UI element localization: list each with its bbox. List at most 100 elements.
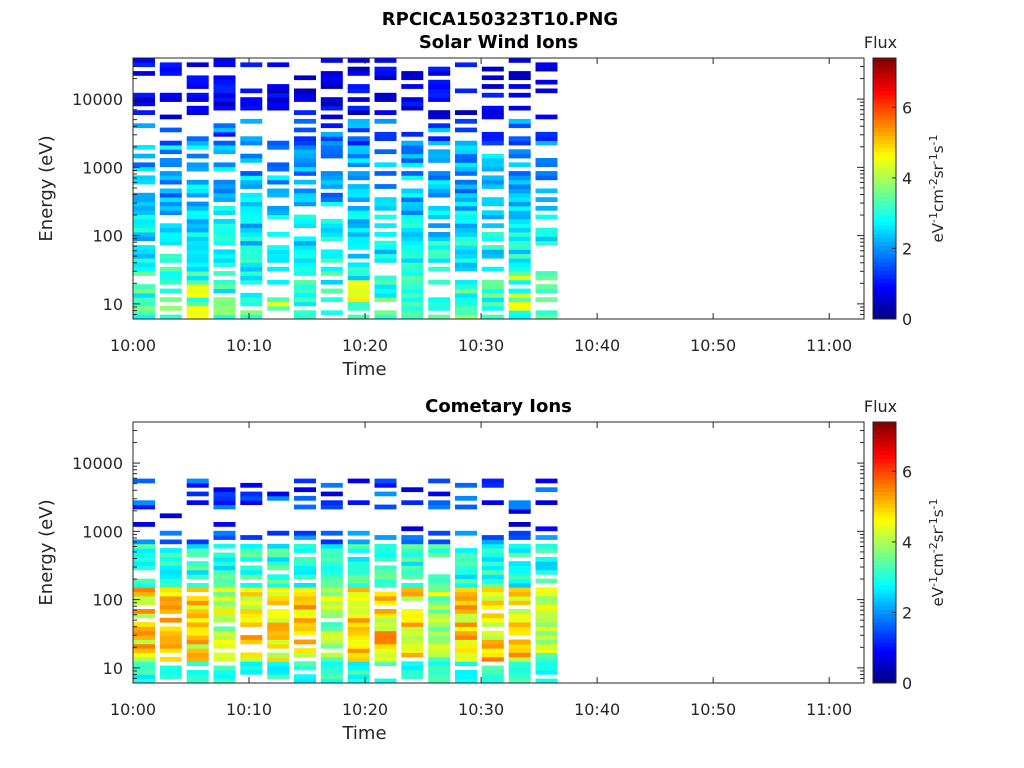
heatmap-cell (374, 569, 397, 575)
colorbar-swatch (873, 470, 896, 476)
heatmap-cell (428, 192, 451, 198)
heatmap-cell (428, 205, 451, 211)
heatmap-cell (133, 543, 155, 549)
colorbar-swatch (873, 625, 896, 631)
colorbar-swatch (873, 225, 896, 230)
heatmap-cell (481, 543, 504, 549)
heatmap-cell (133, 556, 155, 562)
heatmap-cell (455, 591, 477, 597)
heatmap-cell (186, 288, 209, 294)
heatmap-cell (213, 552, 236, 558)
heatmap-cell (401, 75, 424, 81)
heatmap-cell (455, 166, 477, 172)
heatmap-cell (481, 314, 504, 320)
heatmap-cell (508, 75, 531, 81)
heatmap-cell (267, 583, 290, 588)
heatmap-cell (186, 548, 209, 553)
heatmap-cell (240, 192, 263, 198)
heatmap-cell (240, 88, 263, 94)
heatmap-cell (374, 92, 397, 98)
heatmap-cell (428, 297, 451, 303)
heatmap-cell (133, 504, 155, 510)
colorbar-swatch (873, 605, 896, 611)
heatmap-cell (535, 114, 558, 120)
colorbar-swatch (873, 200, 896, 206)
heatmap-cell (240, 310, 263, 315)
heatmap-cell (347, 245, 370, 250)
heatmap-cell (374, 58, 397, 63)
heatmap-cell (347, 500, 370, 505)
heatmap-cell (535, 297, 558, 303)
colorbar-swatch (873, 556, 896, 562)
heatmap-cell (428, 175, 451, 181)
heatmap-cell (481, 84, 504, 89)
colorbar-swatch (873, 233, 896, 238)
heatmap-cell (508, 678, 531, 684)
heatmap-cell (374, 284, 397, 289)
heatmap-cell (240, 596, 263, 601)
heatmap-cell (347, 635, 370, 640)
heatmap-cell (428, 587, 451, 593)
heatmap-cell (213, 253, 236, 259)
heatmap-cell (186, 236, 209, 242)
colorbar-swatch (873, 544, 896, 549)
heatmap-cell (428, 630, 451, 636)
heatmap-cell (508, 271, 531, 276)
heatmap-cell (481, 678, 504, 684)
heatmap-cell (428, 171, 451, 176)
heatmap-cell (455, 179, 477, 185)
heatmap-cell (401, 171, 424, 176)
heatmap-cell (213, 188, 236, 194)
heatmap-cell (481, 253, 504, 259)
y-axis: 10 100 1000 10000 (72, 421, 864, 684)
heatmap-cell (374, 118, 397, 124)
heatmap-cell (508, 561, 531, 566)
heatmap-cell (481, 175, 504, 181)
heatmap-cell (508, 84, 531, 89)
heatmap-cell (428, 539, 451, 545)
heatmap-cell (294, 236, 316, 242)
heatmap-cell (455, 495, 477, 501)
heatmap-cell (428, 188, 451, 194)
heatmap-cell (320, 665, 343, 671)
heatmap-cell (267, 561, 290, 566)
heatmap-cell (159, 670, 182, 675)
heatmap-cell (240, 258, 263, 263)
heatmap-cell (320, 97, 343, 102)
heatmap-cell (240, 314, 263, 320)
heatmap-cell (481, 478, 504, 484)
heatmap-cell (428, 504, 451, 510)
heatmap-cell (401, 105, 424, 111)
heatmap-cell (186, 201, 209, 207)
colorbar-swatch (873, 237, 896, 242)
heatmap-cell (213, 643, 236, 649)
colorbar-swatch (873, 266, 896, 271)
heatmap-cell (133, 561, 155, 566)
heatmap-cell (186, 253, 209, 259)
heatmap-cell (481, 131, 504, 137)
heatmap-cell (508, 548, 531, 553)
heatmap-cell (240, 543, 263, 549)
heatmap-cell (455, 301, 477, 307)
figure-title: RPCICA150323T10.PNG (382, 9, 618, 30)
heatmap-cell (455, 556, 477, 562)
heatmap-cell (240, 279, 263, 285)
heatmap-cell (294, 258, 316, 263)
colorbar-swatch (873, 78, 896, 83)
heatmap-cell (240, 249, 263, 255)
heatmap-cell (294, 245, 316, 250)
heatmap-cell (240, 205, 263, 211)
heatmap-cell (481, 232, 504, 237)
heatmap-cell (186, 249, 209, 255)
heatmap-cell (347, 140, 370, 146)
colorbar-swatch (873, 446, 896, 452)
colorbar-swatch (873, 507, 896, 513)
heatmap-cell (455, 643, 477, 649)
heatmap-cell (374, 609, 397, 614)
heatmap-cell (481, 500, 504, 505)
heatmap-cell (186, 145, 209, 150)
heatmap-cell (240, 535, 263, 540)
heatmap-cell (374, 643, 397, 649)
x-tick-label: 10:40 (574, 336, 620, 355)
colorbar-swatch (873, 442, 896, 447)
